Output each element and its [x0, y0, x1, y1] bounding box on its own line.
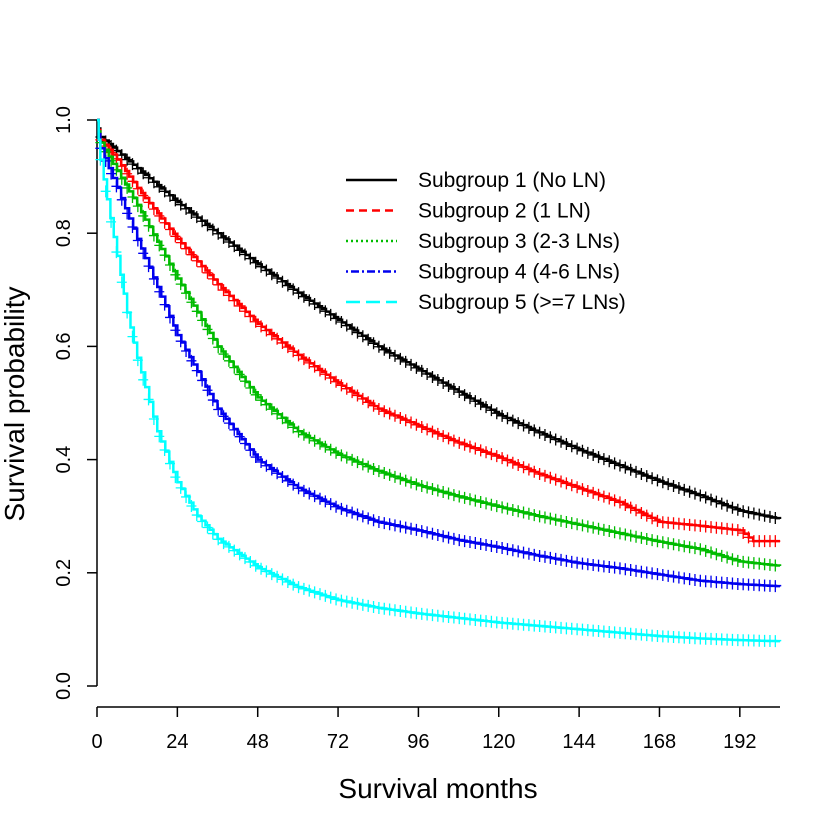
legend-item: Subgroup 2 (1 LN)	[346, 200, 591, 223]
y-tick-label: 1.0	[53, 106, 75, 134]
x-tick-label: 144	[562, 731, 595, 753]
legend-label: Subgroup 2 (1 LN)	[418, 200, 591, 223]
y-tick-label: 0.8	[53, 219, 75, 247]
legend-item: Subgroup 3 (2-3 LNs)	[346, 230, 620, 253]
legend: Subgroup 1 (No LN) Subgroup 2 (1 LN) Subgr…	[346, 169, 626, 314]
y-tick-label: 0.0	[53, 672, 75, 700]
x-ticks: 0 24 48 72 96 120 144 168 192	[91, 707, 757, 753]
x-tick-label: 48	[247, 731, 269, 753]
legend-label: Subgroup 1 (No LN)	[418, 169, 606, 192]
legend-item: Subgroup 5 (>=7 LNs)	[346, 291, 626, 314]
censor-marks	[95, 153, 781, 648]
y-axis-title: Survival probability	[0, 287, 30, 522]
x-tick-label: 192	[723, 731, 756, 753]
x-tick-label: 0	[91, 731, 102, 753]
series-3	[95, 118, 782, 572]
y-tick-label: 0.6	[53, 332, 75, 360]
legend-label: Subgroup 5 (>=7 LNs)	[418, 291, 626, 314]
legend-label: Subgroup 3 (2-3 LNs)	[418, 230, 620, 253]
x-tick-label: 120	[482, 731, 515, 753]
axes: 0 24 48 72 96 120 144 168 192 0.0 0.2 0.4 0.6 0.8 1.0	[53, 106, 780, 753]
y-tick-label: 0.2	[53, 559, 75, 587]
x-tick-label: 72	[327, 731, 349, 753]
y-tick-label: 0.4	[53, 446, 75, 474]
x-tick-label: 24	[166, 731, 188, 753]
x-axis-title: Survival months	[338, 773, 537, 804]
legend-item: Subgroup 4 (4-6 LNs)	[346, 261, 620, 284]
x-tick-label: 96	[407, 731, 429, 753]
series-1	[95, 118, 782, 525]
series-5	[95, 118, 782, 648]
series-layer	[95, 118, 782, 648]
legend-item: Subgroup 1 (No LN)	[346, 169, 606, 192]
y-ticks: 0.0 0.2 0.4 0.6 0.8 1.0	[53, 106, 97, 700]
censor-mark	[95, 153, 781, 648]
legend-label: Subgroup 4 (4-6 LNs)	[418, 261, 620, 284]
x-tick-label: 168	[643, 731, 676, 753]
